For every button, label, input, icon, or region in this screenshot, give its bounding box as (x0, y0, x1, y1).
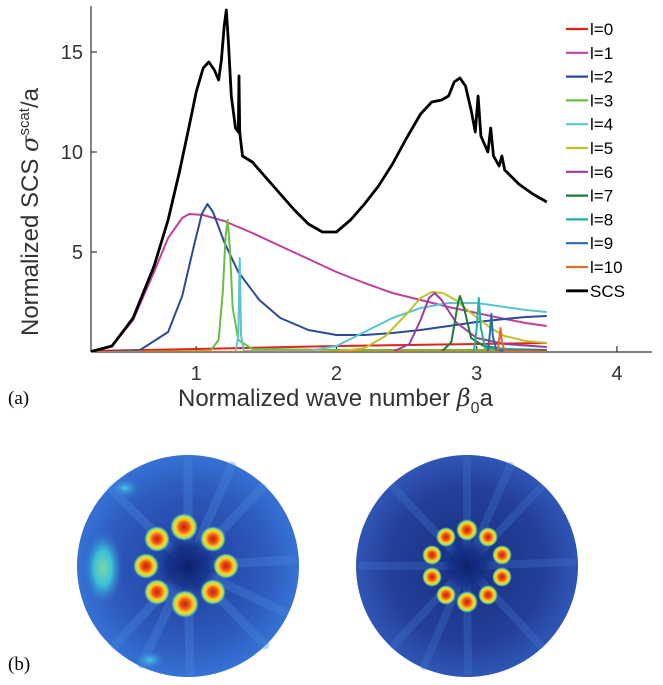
y-tick-label: 15 (61, 42, 83, 64)
field-map-left-hotspot (213, 553, 239, 579)
series-line-l-10 (91, 327, 547, 352)
y-tick-label: 5 (72, 242, 83, 264)
x-axis-label: Normalized wave number β0a (178, 384, 494, 417)
x-axis-label-sub: 0 (471, 400, 480, 417)
field-map-right-hotspot (436, 527, 456, 547)
legend-label: l=4 (590, 115, 613, 134)
panel-label-b: (b) (8, 654, 30, 675)
series-line-l-6 (91, 292, 547, 352)
field-map-left-hotspot (144, 579, 170, 605)
legend-label: l=1 (590, 44, 613, 63)
field-map-right-core (441, 540, 493, 592)
series-line-l-9 (91, 313, 547, 352)
y-tick-label: 10 (61, 142, 83, 164)
field-map-left-hotspot (200, 579, 226, 605)
field-map-left-green-blob (83, 530, 123, 606)
field-map-right-hotspot (422, 567, 442, 587)
legend-label: l=9 (590, 234, 613, 253)
series-line-SCS (91, 8, 548, 352)
field-map-right-hotspot (422, 545, 442, 565)
x-tick-label: 4 (611, 363, 622, 385)
field-map-left-hotspot (171, 590, 199, 618)
field-map-left-hotspot (170, 513, 198, 541)
legend-label: l=0 (590, 20, 613, 39)
legend: l=0 l=1 l=2 l=3 l=4 l=5 l=6 l=7 l=8 l=9 l=10 SCS (566, 20, 625, 301)
field-map-right (356, 455, 578, 677)
series-line-l-2 (91, 203, 547, 352)
x-tick-label: 1 (191, 363, 202, 385)
series-group (91, 8, 548, 352)
series-line-l-1 (91, 213, 547, 352)
panel-label-a: (a) (8, 388, 29, 409)
field-map-right-hotspot (456, 519, 478, 541)
field-map-left-cyan-blob-bottom (134, 650, 166, 670)
field-map-left-hotspot (144, 526, 170, 552)
field-map-left-core (158, 536, 218, 596)
legend-label: l=2 (590, 68, 613, 87)
legend-label: l=5 (590, 139, 613, 158)
x-tick-label: 2 (331, 363, 342, 385)
axes: 1 2 3 4 5 10 15 (61, 6, 652, 385)
field-map-left-cyan-blob-top (109, 477, 141, 499)
field-map-right-hotspot (456, 591, 478, 613)
field-map-right-hotspot (492, 567, 512, 587)
field-map-left (77, 455, 299, 677)
legend-label: l=3 (590, 91, 613, 110)
y-axis-label-symbol: σ (16, 135, 44, 152)
x-axis-label-symbol: β (456, 384, 471, 412)
legend-label: l=8 (590, 210, 613, 229)
series-line-l-5 (91, 291, 547, 352)
y-axis-label: Normalized SCS σscat/a (16, 87, 44, 336)
series-line-l-3 (91, 219, 547, 352)
field-map-right-hotspot (478, 527, 498, 547)
x-tick-label: 3 (471, 363, 482, 385)
legend-label: l=6 (590, 163, 613, 182)
series-line-l-4 (91, 257, 547, 352)
field-map-right-hotspot (492, 545, 512, 565)
y-axis-label-text: Normalized SCS (17, 159, 44, 336)
series-line-l-8 (91, 297, 547, 352)
legend-label: l=10 (590, 258, 623, 277)
field-map-right-hotspot (436, 585, 456, 605)
field-map-left-hotspot (200, 526, 226, 552)
legend-label: l=7 (590, 187, 613, 206)
y-axis-label-sup: scat (16, 107, 33, 135)
x-axis-label-text: Normalized wave number (178, 385, 450, 412)
y-axis-label-suffix: /a (17, 87, 44, 108)
y-ticks: 5 10 15 (61, 42, 97, 264)
field-map-right-hotspot (478, 585, 498, 605)
field-map-left-hotspot (133, 553, 159, 579)
x-axis-label-suffix: a (480, 385, 494, 412)
legend-label: SCS (590, 282, 625, 301)
